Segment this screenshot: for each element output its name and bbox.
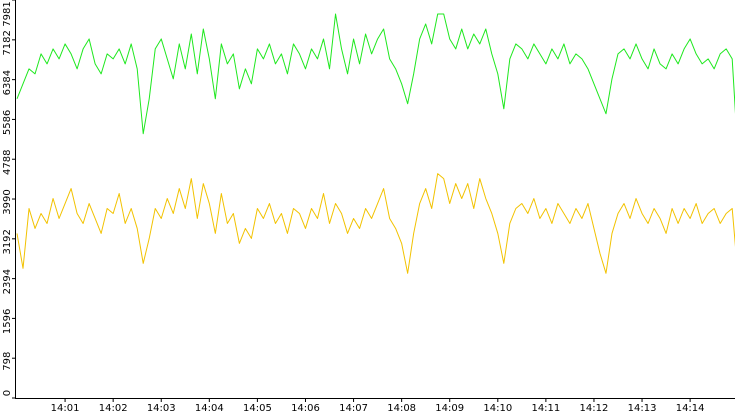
x-tick-label: 14:03 xyxy=(147,403,176,414)
x-tick-label: 14:14 xyxy=(676,403,705,414)
line-series xyxy=(16,173,735,274)
y-tick-label: 1596 xyxy=(2,309,13,334)
y-tick-label: 0 xyxy=(2,390,13,396)
x-tick-label: 14:13 xyxy=(628,403,657,414)
y-tick-label: 4788 xyxy=(2,150,13,175)
x-tick-label: 14:06 xyxy=(291,403,320,414)
x-tick-label: 14:08 xyxy=(387,403,416,414)
x-tick-label: 14:07 xyxy=(339,403,368,414)
x-tick-label: 14:10 xyxy=(483,403,512,414)
x-tick-label: 14:01 xyxy=(51,403,80,414)
x-tick-label: 14:11 xyxy=(531,403,560,414)
y-tick-label: 3990 xyxy=(2,189,13,214)
y-tick-label: 7182 xyxy=(2,30,13,55)
y-tick-label: 3192 xyxy=(2,229,13,254)
x-tick-label: 14:12 xyxy=(580,403,609,414)
y-tick-label: 5586 xyxy=(2,110,13,135)
y-tick-label: 798 xyxy=(2,352,13,371)
y-tick-label: 7981 xyxy=(2,1,13,26)
x-tick-label: 14:02 xyxy=(99,403,128,414)
y-tick-label: 6384 xyxy=(2,70,13,95)
line-series xyxy=(16,13,735,135)
x-tick-label: 14:04 xyxy=(195,403,224,414)
y-tick-label: 2394 xyxy=(2,269,13,294)
x-tick-label: 14:05 xyxy=(243,403,272,414)
x-tick-label: 14:09 xyxy=(435,403,464,414)
